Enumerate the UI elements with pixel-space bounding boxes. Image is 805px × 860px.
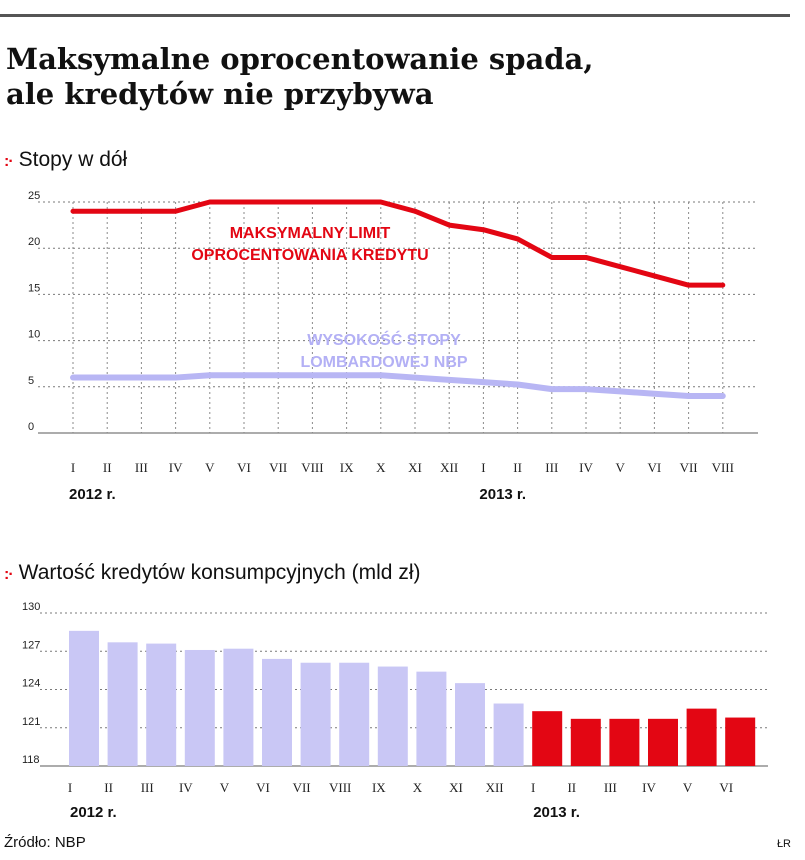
y-tick-label: 15: [28, 282, 40, 294]
x-tick-label: III: [141, 780, 154, 795]
y-tick-label: 10: [28, 329, 40, 341]
y-tick-label: 127: [22, 639, 40, 651]
x-tick-label: VI: [237, 460, 251, 475]
bar: [184, 649, 215, 766]
x-tick-label: III: [604, 780, 617, 795]
x-tick-label: VII: [680, 460, 698, 475]
page-title: Maksymalne oprocentowanie spada, ale kre…: [6, 42, 766, 112]
source-note: Źródło: NBP: [4, 834, 86, 851]
x-tick-label: I: [71, 460, 75, 475]
x-tick-label: X: [413, 780, 423, 795]
x-tick-label: VIII: [712, 460, 734, 475]
x-tick-label: IV: [169, 460, 183, 475]
x-tick-label: II: [104, 780, 113, 795]
y-tick-label: 121: [22, 716, 40, 728]
x-tick-label: IX: [372, 780, 386, 795]
x-tick-label: II: [103, 460, 112, 475]
year-label: 2013 r.: [479, 486, 526, 503]
y-tick-label: 25: [28, 190, 40, 202]
x-tick-label: V: [683, 780, 693, 795]
x-tick-label: XI: [449, 780, 463, 795]
x-tick-label: I: [68, 780, 72, 795]
x-tick-label: IV: [579, 460, 593, 475]
author-initials: ŁR: [776, 838, 791, 850]
section-marker-icon: :·: [4, 566, 14, 583]
x-tick-label: V: [220, 780, 230, 795]
y-tick-label: 124: [22, 678, 40, 690]
bar: [146, 643, 177, 766]
bar: [300, 662, 331, 766]
bar: [609, 718, 640, 766]
x-tick-label: III: [545, 460, 558, 475]
y-tick-label: 20: [28, 236, 40, 248]
section-marker-icon: :·: [4, 153, 14, 170]
x-tick-label: VIII: [301, 460, 323, 475]
max-limit-line: [70, 199, 726, 288]
x-tick-label: XI: [408, 460, 422, 475]
rates-chart-heading: :· Stopy w dół: [4, 148, 127, 172]
x-tick-label: IV: [179, 780, 193, 795]
bar: [570, 718, 601, 766]
bar: [493, 703, 524, 766]
x-tick-label: I: [531, 780, 535, 795]
x-tick-label: VI: [719, 780, 733, 795]
x-tick-label: V: [205, 460, 215, 475]
title-line-2: ale kredytów nie przybywa: [6, 77, 434, 111]
credit-chart-title: Wartość kredytów konsumpcyjnych (mld zł): [18, 561, 421, 584]
y-tick-label: 118: [22, 754, 40, 766]
x-tick-label: II: [567, 780, 576, 795]
x-tick-label: IX: [340, 460, 354, 475]
bar: [107, 642, 138, 766]
bar: [532, 711, 563, 766]
x-tick-label: VII: [293, 780, 311, 795]
x-tick-label: VIII: [329, 780, 351, 795]
bar: [262, 658, 292, 766]
bar: [455, 683, 485, 766]
year-label: 2012 r.: [70, 804, 117, 821]
x-tick-label: III: [135, 460, 148, 475]
rates-chart-title: Stopy w dół: [18, 148, 128, 171]
x-tick-label: XII: [440, 460, 458, 475]
x-tick-label: VI: [256, 780, 270, 795]
lombard-rate-line: [70, 372, 726, 400]
bar: [648, 718, 678, 766]
year-label: 2013 r.: [533, 804, 580, 821]
series-label-lombard-1: WYSOKOŚĆ STOPY: [307, 330, 461, 349]
x-tick-label: X: [376, 460, 386, 475]
bar: [223, 648, 254, 766]
bar: [416, 671, 447, 766]
series-label-lombard-2: LOMBARDOWEJ NBP: [300, 354, 467, 371]
y-tick-label: 5: [28, 375, 34, 387]
year-label: 2012 r.: [69, 486, 116, 503]
y-tick-label: 0: [28, 421, 34, 433]
credit-chart-heading: :· Wartość kredytów konsumpcyjnych (mld z…: [4, 561, 420, 585]
x-tick-label: I: [481, 460, 485, 475]
bar: [686, 708, 717, 766]
series-label-max-limit-2: OPROCENTOWANIA KREDYTU: [191, 247, 428, 264]
x-tick-label: V: [616, 460, 626, 475]
y-tick-label: 130: [22, 601, 40, 613]
x-tick-label: XII: [486, 780, 504, 795]
top-rule: [0, 14, 790, 17]
x-tick-label: VII: [269, 460, 287, 475]
x-tick-label: II: [513, 460, 522, 475]
bar: [69, 630, 99, 766]
bar: [339, 662, 370, 766]
bar: [725, 717, 756, 766]
x-tick-label: VI: [648, 460, 662, 475]
title-line-1: Maksymalne oprocentowanie spada,: [6, 42, 594, 76]
series-label-max-limit-1: MAKSYMALNY LIMIT: [230, 225, 391, 242]
x-tick-label: IV: [642, 780, 656, 795]
bar: [377, 666, 408, 766]
